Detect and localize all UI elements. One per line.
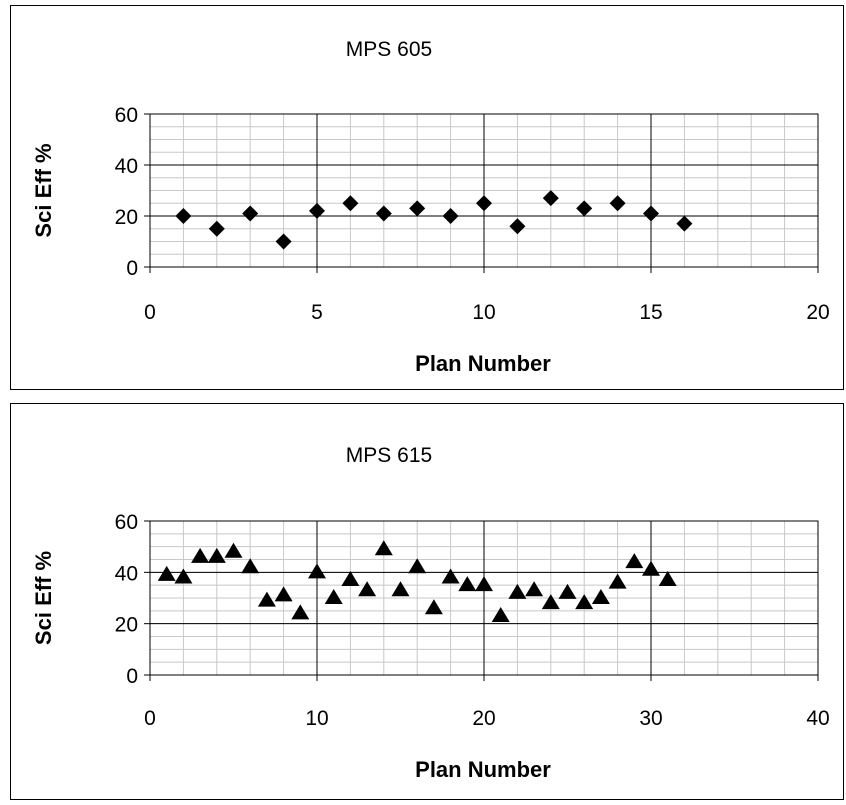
data-point — [274, 586, 293, 602]
tick-labels: 0 10 20 30 40 0 20 40 60 — [115, 511, 830, 730]
data-point — [509, 218, 526, 235]
data-point — [157, 565, 176, 581]
data-point — [591, 589, 610, 604]
data-point — [575, 594, 594, 610]
data-point — [424, 599, 443, 615]
x-axis-label: Plan Number — [415, 351, 551, 376]
data-point — [358, 581, 377, 597]
y-tick-label: 20 — [115, 614, 138, 637]
scatter-chart-mps-615: 0 10 20 30 40 0 20 40 60 MPS 615 Plan Number Sci… — [31, 444, 830, 782]
y-tick-label: 40 — [115, 562, 138, 585]
data-point — [658, 571, 677, 587]
data-point — [175, 208, 192, 224]
data-point — [241, 558, 260, 574]
axes — [144, 113, 819, 273]
x-tick-label: 40 — [806, 707, 829, 730]
data-point — [191, 547, 210, 563]
data-point — [676, 215, 693, 232]
data-point — [525, 581, 544, 597]
data-point — [576, 200, 593, 217]
data-point — [342, 195, 359, 212]
data-point — [291, 604, 310, 620]
y-tick-label: 0 — [126, 665, 138, 688]
tick-labels: 0 5 10 15 20 0 20 40 60 — [115, 104, 830, 324]
data-point — [442, 208, 459, 224]
data-point — [207, 547, 226, 563]
data-point — [541, 594, 560, 610]
data-point — [475, 576, 493, 592]
data-point — [257, 591, 276, 607]
data-point — [441, 568, 460, 584]
x-tick-label: 0 — [144, 707, 156, 730]
data-point — [608, 573, 627, 589]
data-point — [491, 606, 510, 622]
data-point — [341, 571, 360, 587]
data-point — [375, 205, 392, 222]
x-tick-label: 15 — [639, 301, 662, 324]
data-point — [508, 583, 527, 599]
scatter-chart-mps-605: 0 5 10 15 20 0 20 40 60 MPS 605 Plan Number Sci … — [31, 38, 830, 376]
x-tick-label: 20 — [472, 707, 495, 730]
axes — [144, 520, 819, 681]
y-tick-label: 0 — [126, 257, 138, 280]
x-tick-label: 0 — [144, 301, 156, 324]
x-tick-label: 10 — [472, 301, 495, 324]
data-point — [374, 540, 393, 556]
grid-lines — [149, 113, 819, 268]
data-point — [542, 190, 559, 207]
data-point — [609, 195, 626, 212]
data-point — [224, 542, 243, 558]
data-point — [309, 202, 325, 219]
data-points — [157, 540, 677, 622]
x-tick-label: 10 — [305, 707, 328, 730]
data-point — [643, 205, 659, 222]
data-point — [324, 589, 343, 604]
x-tick-label: 5 — [311, 301, 323, 324]
data-point — [409, 200, 426, 217]
y-tick-label: 60 — [115, 511, 138, 534]
y-tick-label: 20 — [115, 206, 138, 229]
y-axis-label: Sci Eff % — [31, 551, 56, 645]
chart-panel-mps-615: 0 10 20 30 40 0 20 40 60 MPS 615 Plan Number Sci… — [10, 403, 844, 800]
data-point — [625, 553, 644, 569]
chart-title: MPS 605 — [346, 38, 432, 61]
chart-panel-mps-605: 0 5 10 15 20 0 20 40 60 MPS 605 Plan Number Sci … — [10, 5, 844, 390]
data-point — [458, 576, 477, 592]
data-point — [391, 581, 410, 597]
y-axis-label: Sci Eff % — [31, 143, 56, 237]
y-tick-label: 60 — [115, 104, 138, 127]
data-point — [476, 195, 492, 212]
x-tick-label: 20 — [806, 301, 829, 324]
data-point — [308, 563, 326, 579]
data-point — [275, 233, 292, 250]
data-points — [175, 190, 693, 250]
x-tick-label: 30 — [639, 707, 662, 730]
x-axis-label: Plan Number — [415, 757, 551, 782]
grid-lines — [149, 520, 819, 676]
data-point — [558, 583, 577, 599]
data-point — [174, 568, 193, 584]
data-point — [208, 220, 225, 237]
data-point — [408, 558, 427, 574]
y-tick-label: 40 — [115, 155, 138, 178]
chart-title: MPS 615 — [346, 444, 432, 467]
data-point — [242, 205, 259, 222]
data-point — [642, 560, 660, 576]
